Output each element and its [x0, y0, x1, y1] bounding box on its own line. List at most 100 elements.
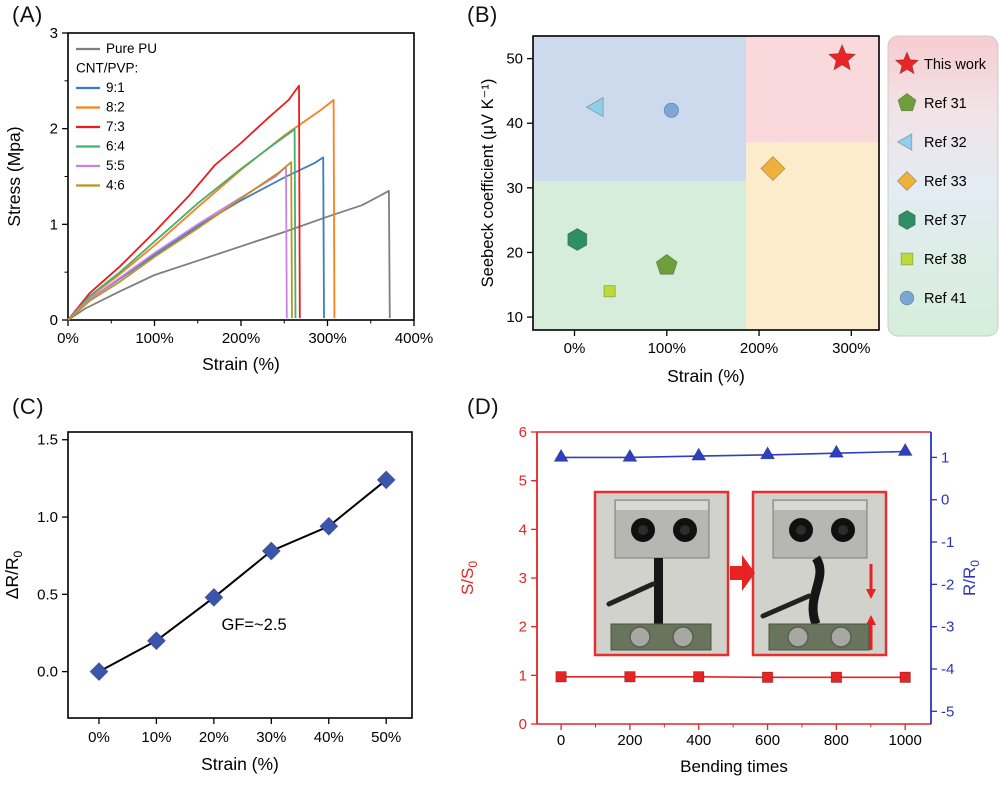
point-rR0-600	[759, 446, 776, 460]
svg-text:0: 0	[519, 716, 527, 733]
series-7:3	[67, 84, 301, 321]
svg-text:10%: 10%	[141, 729, 171, 746]
svg-text:-2: -2	[941, 576, 954, 593]
svg-text:Pure PU: Pure PU	[106, 41, 157, 56]
inset-after-photo	[751, 490, 888, 657]
svg-text:20: 20	[506, 244, 523, 261]
panel-b-chart: 0% 100% 200% 300% 10 20 30 40 50 Strain (%) Seebec…	[479, 35, 999, 386]
svg-text:300%: 300%	[832, 340, 870, 357]
series-S-S0	[561, 675, 906, 679]
svg-text:S/S0: S/S0	[458, 561, 480, 595]
svg-text:200: 200	[617, 732, 642, 749]
series-R-R0	[561, 450, 906, 459]
legend-circle-icon	[899, 290, 915, 306]
svg-text:40%: 40%	[314, 729, 344, 746]
svg-text:800: 800	[824, 732, 849, 749]
svg-text:400: 400	[686, 732, 711, 749]
svg-text:1.5: 1.5	[37, 432, 58, 449]
panel-c: (C) 0% 10% 20% 30% 40% 50% 0.0 0.5 1.0 1.5 Strain …	[0, 392, 447, 788]
legend-square-icon	[900, 252, 914, 266]
svg-text:3: 3	[50, 25, 58, 42]
plot-c: 0% 10% 20% 30% 40% 50% 0.0 0.5 1.0 1.5 Strain (%) Δ…	[2, 431, 413, 774]
series-Pure PU	[67, 189, 391, 321]
legend-a: Pure PU CNT/PVP: 9:1 8:2 7:3 6:4 5:5 4:6	[76, 41, 157, 193]
svg-text:0%: 0%	[564, 340, 586, 357]
svg-text:Strain (%): Strain (%)	[667, 366, 745, 386]
svg-text:-1: -1	[941, 534, 954, 551]
legend-star-icon	[894, 50, 920, 75]
point-rR0-400	[691, 447, 707, 461]
point-rR0-800	[828, 444, 844, 458]
svg-text:0: 0	[50, 312, 58, 329]
point-strain-30%	[261, 541, 281, 561]
svg-text:This work: This work	[924, 57, 987, 73]
svg-text:7:3: 7:3	[106, 119, 125, 134]
svg-text:6: 6	[519, 424, 527, 441]
point-ref-32	[585, 96, 604, 118]
svg-text:Ref 37: Ref 37	[924, 213, 967, 229]
svg-text:1.0: 1.0	[37, 509, 58, 526]
svg-text:100%: 100%	[648, 340, 686, 357]
point-ref-31	[655, 253, 678, 275]
svg-text:Strain (%): Strain (%)	[201, 754, 279, 774]
point-this-work	[827, 43, 857, 71]
svg-text:ΔR/R0: ΔR/R0	[2, 550, 25, 599]
legend-pentagon-icon	[897, 93, 917, 112]
panel-d: (D) 0 200 400 600 800 1000 Bending times 0 1 2 3 4 5…	[447, 392, 1001, 788]
svg-text:5: 5	[519, 473, 527, 490]
series-6:4	[67, 127, 297, 321]
svg-text:Ref 41: Ref 41	[924, 291, 967, 307]
svg-text:-3: -3	[941, 619, 954, 636]
legend-diamond-icon	[896, 170, 918, 192]
quadrant-top-left	[533, 36, 747, 182]
svg-text:Strain (%): Strain (%)	[202, 354, 280, 374]
svg-text:50: 50	[506, 51, 523, 68]
point-ref-33	[760, 155, 786, 182]
svg-text:6:4: 6:4	[106, 139, 125, 154]
point-rR0-1000	[897, 442, 913, 456]
svg-text:4: 4	[519, 521, 527, 538]
svg-text:-4: -4	[941, 661, 954, 678]
legend-triangle-left-icon	[896, 133, 913, 151]
svg-text:Bending times: Bending times	[680, 757, 788, 776]
svg-text:40: 40	[506, 115, 523, 132]
series-dR-R0	[98, 479, 387, 673]
panel-b-label: (B)	[467, 2, 498, 27]
svg-text:50%: 50%	[371, 729, 401, 746]
svg-text:4:6: 4:6	[106, 178, 125, 193]
panel-b: (B) 0% 100% 200% 300% 10 20 30 40 50 Strain (%) Se…	[447, 0, 1001, 392]
point-strain-50%	[376, 470, 396, 490]
panel-a: (A) 0% 100% 200% 300% 400% 0 1 2 3 Strain (%) Stre…	[0, 0, 447, 392]
panel-d-label: (D)	[467, 394, 500, 419]
svg-text:Ref 31: Ref 31	[924, 96, 967, 112]
svg-text:-5: -5	[941, 703, 954, 720]
svg-text:2: 2	[519, 619, 527, 636]
point-sS0-200	[624, 671, 636, 683]
svg-text:3: 3	[519, 570, 527, 587]
svg-text:1: 1	[941, 449, 949, 466]
svg-text:9:1: 9:1	[106, 80, 125, 95]
svg-text:Ref 32: Ref 32	[924, 135, 967, 151]
svg-text:200%: 200%	[740, 340, 778, 357]
series-8:2	[67, 99, 336, 321]
bending-inset	[593, 490, 888, 657]
quadrant-bottom-left	[533, 181, 747, 330]
point-ref-37	[567, 228, 588, 251]
point-strain-0%	[89, 662, 109, 682]
svg-text:0%: 0%	[57, 330, 79, 347]
point-ref-38	[603, 285, 616, 298]
svg-text:20%: 20%	[199, 729, 229, 746]
svg-text:400%: 400%	[395, 330, 433, 347]
plot-b: 0% 100% 200% 300% 10 20 30 40 50 Strain (%) Seebec…	[479, 35, 880, 386]
panel-c-chart: 0% 10% 20% 30% 40% 50% 0.0 0.5 1.0 1.5 Strain (%) Δ…	[2, 431, 413, 774]
svg-text:600: 600	[755, 732, 780, 749]
svg-text:0%: 0%	[88, 729, 110, 746]
svg-text:100%: 100%	[135, 330, 173, 347]
svg-text:R/R0: R/R0	[960, 560, 982, 596]
svg-text:5:5: 5:5	[106, 158, 125, 173]
svg-text:1: 1	[519, 667, 527, 684]
svg-text:0.0: 0.0	[37, 664, 58, 681]
svg-text:30: 30	[506, 180, 523, 197]
point-rR0-200	[622, 448, 638, 462]
